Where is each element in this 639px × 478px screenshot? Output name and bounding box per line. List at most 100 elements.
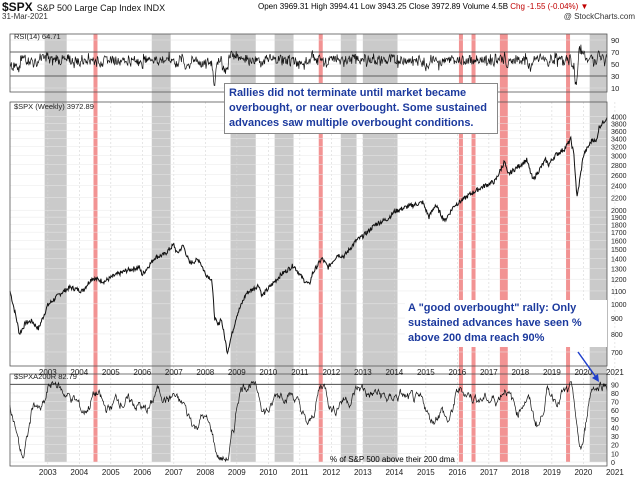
breadth-xtick-2016: 2016 xyxy=(448,468,466,477)
rsi-ytick-70: 70 xyxy=(611,48,619,57)
rsi-series-label: RSI(14) 64.71 xyxy=(14,32,61,41)
price-xtick-2015: 2015 xyxy=(417,368,435,377)
breadth-xtick-2008: 2008 xyxy=(196,468,214,477)
breadth-panel xyxy=(9,380,608,463)
breadth-xtick-2003: 2003 xyxy=(39,468,57,477)
annotation-breadth-caption: % of S&P 500 above their 200 dma xyxy=(330,455,455,464)
price-ytick-3600: 3600 xyxy=(611,129,627,136)
labels-layer: 2003200320042004200520052006200620072007… xyxy=(14,32,627,477)
down-arrow-icon: ▼ xyxy=(580,2,589,11)
price-ytick-3800: 3800 xyxy=(611,122,627,129)
breadth-xtick-2007: 2007 xyxy=(165,468,183,477)
price-ytick-1200: 1200 xyxy=(611,277,627,284)
price-xtick-2006: 2006 xyxy=(133,368,151,377)
price-ytick-700: 700 xyxy=(611,350,623,357)
price-xtick-2009: 2009 xyxy=(228,368,246,377)
price-series-label: $SPX (Weekly) 3972.89 xyxy=(14,102,94,111)
breadth-frame xyxy=(9,373,608,467)
red-band-0 xyxy=(93,34,98,462)
breadth-xtick-2009: 2009 xyxy=(228,468,246,477)
price-xtick-2017: 2017 xyxy=(480,368,498,377)
price-ytick-800: 800 xyxy=(611,332,623,339)
price-ytick-1500: 1500 xyxy=(611,247,627,254)
price-xtick-2008: 2008 xyxy=(196,368,214,377)
price-ytick-4000: 4000 xyxy=(611,115,627,122)
breadth-xtick-2020: 2020 xyxy=(574,468,592,477)
breadth-xtick-2004: 2004 xyxy=(70,468,88,477)
price-xtick-2005: 2005 xyxy=(102,368,120,377)
price-xtick-2007: 2007 xyxy=(165,368,183,377)
price-ytick-2400: 2400 xyxy=(611,184,627,191)
gray-band-6 xyxy=(589,34,607,462)
breadth-xtick-2017: 2017 xyxy=(480,468,498,477)
annotation-good-overbought: A "good overbought" rally: Only sustaine… xyxy=(405,300,607,347)
red-band-5 xyxy=(566,34,571,462)
gray-band-1 xyxy=(151,34,171,462)
red-band-3 xyxy=(471,34,476,462)
breadth-ytick-70: 70 xyxy=(611,400,619,407)
breadth-ytick-90: 90 xyxy=(611,382,619,389)
breadth-xtick-2013: 2013 xyxy=(354,468,372,477)
quote-change: Chg -1.55 (-0.04%) xyxy=(510,2,579,11)
annotation-arrowhead xyxy=(592,374,599,382)
price-ytick-1100: 1100 xyxy=(611,289,626,296)
price-xtick-2010: 2010 xyxy=(259,368,277,377)
breadth-ytick-20: 20 xyxy=(611,443,619,450)
quote-open: Open 3969.31 xyxy=(258,2,309,11)
breadth-xtick-2005: 2005 xyxy=(102,468,120,477)
breadth-ytick-80: 80 xyxy=(611,391,619,398)
price-xtick-2003: 2003 xyxy=(39,368,57,377)
price-xtick-2012: 2012 xyxy=(322,368,340,377)
price-xtick-2019: 2019 xyxy=(543,368,561,377)
price-ytick-1700: 1700 xyxy=(611,230,627,237)
price-ytick-1300: 1300 xyxy=(611,266,627,273)
price-ytick-2000: 2000 xyxy=(611,208,627,215)
rsi-line xyxy=(9,44,608,87)
price-ytick-900: 900 xyxy=(611,316,623,323)
gray-band-3 xyxy=(274,34,294,462)
quote-volume: Volume 4.5B xyxy=(462,2,509,11)
annotation-rallies: Rallies did not terminate until market b… xyxy=(224,83,498,134)
breadth-xtick-2014: 2014 xyxy=(385,468,403,477)
rsi-ytick-50: 50 xyxy=(611,60,619,69)
rsi-panel xyxy=(9,44,608,87)
price-xtick-2011: 2011 xyxy=(291,368,309,377)
annotation-arrow xyxy=(577,351,599,381)
red-band-4 xyxy=(499,34,508,462)
rsi-ytick-30: 30 xyxy=(611,72,619,81)
breadth-ytick-10: 10 xyxy=(611,451,619,458)
price-xtick-2021: 2021 xyxy=(606,368,624,377)
quote-close: Close 3972.89 xyxy=(408,2,461,11)
quote-bar: Open 3969.31 High 3994.41 Low 3943.25 Cl… xyxy=(258,2,588,11)
price-ytick-2800: 2800 xyxy=(611,163,627,170)
breadth-xtick-2018: 2018 xyxy=(511,468,529,477)
rsi-ytick-90: 90 xyxy=(611,36,619,45)
breadth-series-label: $SPXA200R 82.79 xyxy=(14,372,77,381)
price-panel xyxy=(9,117,608,355)
breadth-line xyxy=(9,380,608,463)
breadth-xtick-2015: 2015 xyxy=(417,468,435,477)
symbol: $SPX xyxy=(2,0,33,14)
price-xtick-2004: 2004 xyxy=(70,368,88,377)
price-xtick-2014: 2014 xyxy=(385,368,403,377)
breadth-xtick-2012: 2012 xyxy=(322,468,340,477)
spx-price-line xyxy=(9,117,608,355)
price-ytick-1000: 1000 xyxy=(611,302,627,309)
price-ytick-1900: 1900 xyxy=(611,215,627,222)
red-band-2 xyxy=(458,34,463,462)
price-ytick-1400: 1400 xyxy=(611,256,627,263)
price-ytick-3000: 3000 xyxy=(611,153,627,160)
gray-band-0 xyxy=(44,34,67,462)
breadth-ytick-30: 30 xyxy=(611,434,619,441)
price-ytick-3400: 3400 xyxy=(611,137,627,144)
quote-high: High 3994.41 xyxy=(310,2,359,11)
breadth-ytick-40: 40 xyxy=(611,425,619,432)
price-ytick-1600: 1600 xyxy=(611,238,627,245)
breadth-xtick-2021: 2021 xyxy=(606,468,624,477)
breadth-xtick-2019: 2019 xyxy=(543,468,561,477)
price-ytick-2600: 2600 xyxy=(611,173,627,180)
price-ytick-3200: 3200 xyxy=(611,145,627,152)
price-xtick-2013: 2013 xyxy=(354,368,372,377)
breadth-ytick-50: 50 xyxy=(611,417,619,424)
